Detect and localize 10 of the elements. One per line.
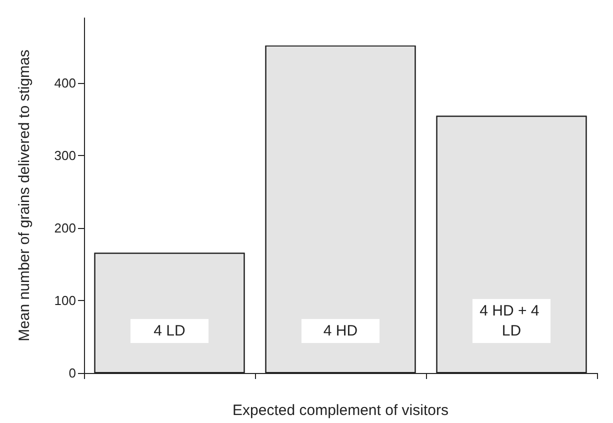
- x-axis-title: Expected complement of visitors: [232, 402, 448, 419]
- y-tick-label: 200: [54, 220, 76, 236]
- y-tick-label: 300: [54, 148, 76, 164]
- y-tick-label: 400: [54, 76, 76, 91]
- x-tick-label: 4 LD: [154, 322, 186, 340]
- y-tick-label: 0: [68, 366, 76, 380]
- x-tick-label: 4 HD + 4 LD: [480, 302, 544, 340]
- y-axis-title: Mean number of grains delivered to stigmas: [16, 50, 33, 342]
- x-tick-label: 4 HD: [323, 322, 358, 340]
- y-tick-label: 100: [54, 293, 76, 308]
